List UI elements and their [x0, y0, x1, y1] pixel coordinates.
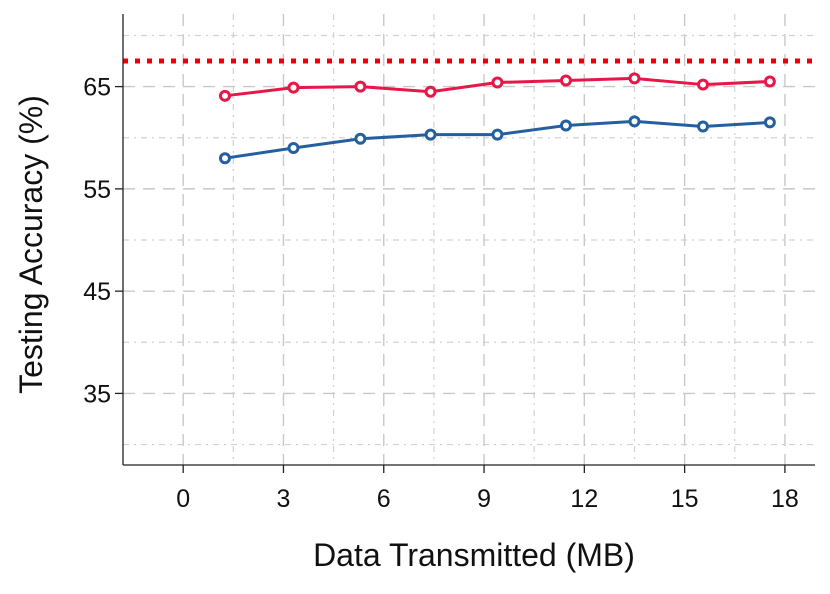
series-1-point — [424, 85, 437, 98]
series-2-point — [218, 152, 231, 165]
series-2-point — [697, 120, 710, 133]
tick-labels: 0 3 6 9 12 15 18 35 45 55 65 — [83, 74, 799, 513]
y-tick-label: 55 — [83, 176, 111, 204]
y-tick-label: 45 — [83, 278, 111, 306]
axes — [122, 14, 815, 466]
series-1-point — [763, 75, 776, 88]
grid — [123, 14, 815, 465]
x-tick-label: 6 — [377, 485, 391, 513]
series-1-point — [354, 80, 367, 93]
x-tick-label: 15 — [671, 485, 699, 513]
x-tick-label: 18 — [771, 485, 799, 513]
series-2-point — [559, 119, 572, 132]
x-tick-label: 9 — [477, 485, 491, 513]
series-2-point — [354, 132, 367, 145]
series-2-point — [287, 141, 300, 154]
series-2-point — [424, 128, 437, 141]
y-tick-label: 65 — [83, 74, 111, 102]
x-axis-title: Data Transmitted (MB) — [313, 537, 635, 573]
series-1-point — [697, 78, 710, 91]
x-tick-label: 12 — [570, 485, 598, 513]
series-1-point — [628, 72, 641, 85]
series-2-point — [491, 128, 504, 141]
x-tick-label: 3 — [277, 485, 291, 513]
series-1-point — [559, 74, 572, 87]
y-axis-title: Testing Accuracy (%) — [13, 95, 49, 394]
series-1-point — [218, 89, 231, 102]
series-group — [218, 72, 776, 165]
x-tick-label: 0 — [176, 485, 190, 513]
series-2-point — [763, 116, 776, 129]
y-tick-label: 35 — [83, 380, 111, 408]
series-1-point — [491, 76, 504, 89]
series-2-point — [628, 115, 641, 128]
series-1-point — [287, 81, 300, 94]
